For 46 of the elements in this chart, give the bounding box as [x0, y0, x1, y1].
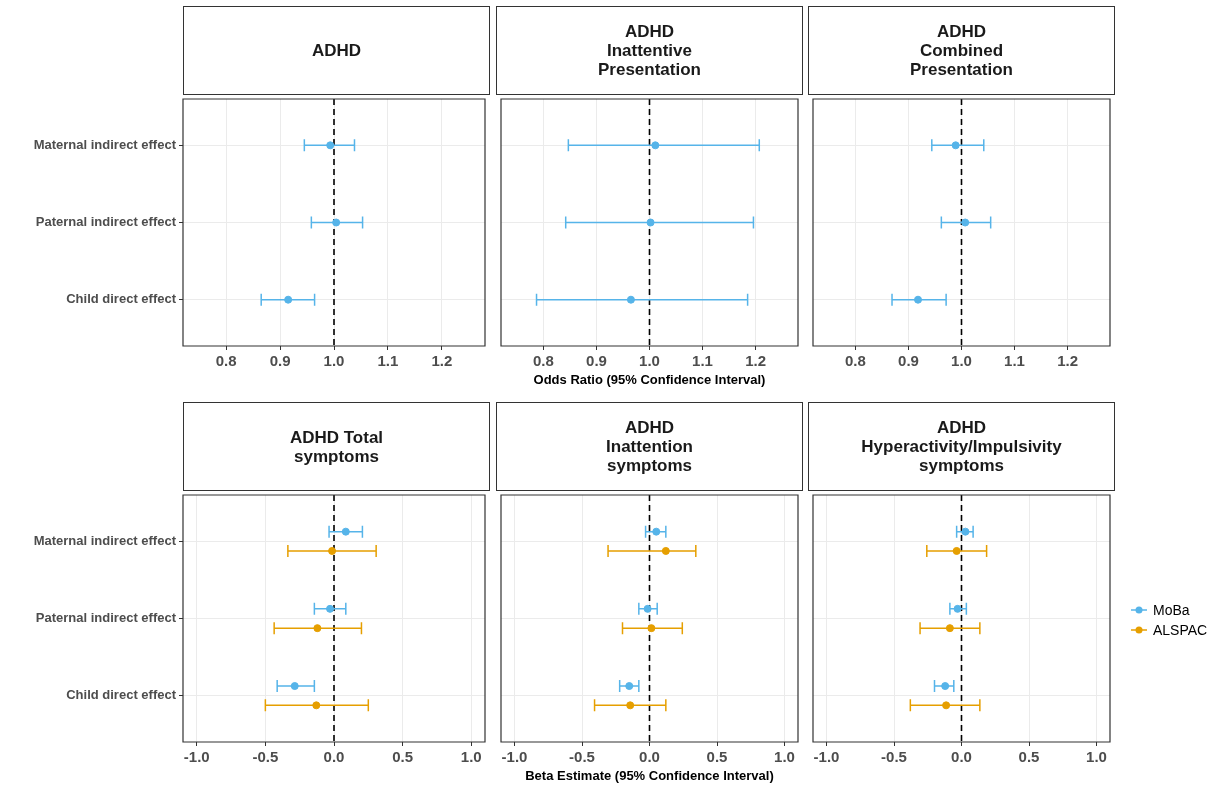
x-tick-label: 0.9 [898, 352, 919, 370]
x-axis-title: Odds Ratio (95% Confidence Interval) [533, 371, 766, 387]
x-tick-label: 1.1 [377, 352, 399, 370]
chart-title: ADHD Combined Presentation [808, 6, 1115, 95]
x-tick-label: 1.1 [692, 352, 713, 370]
x-tick-label: -0.5 [569, 748, 595, 766]
x-tick-label: 0.5 [706, 748, 728, 766]
y-tick-label: Paternal indirect effect [35, 610, 177, 626]
x-tick-label: 1.0 [460, 748, 482, 766]
y-tick-label: Maternal indirect effect [33, 136, 177, 152]
x-tick-label: 1.2 [431, 352, 453, 370]
x-tick-label: 0.8 [215, 352, 237, 370]
x-tick-label: 0.5 [1018, 748, 1040, 766]
x-tick-label: 0.0 [323, 748, 345, 766]
y-tick-label: Child direct effect [66, 687, 177, 703]
y-tick-label: Paternal indirect effect [35, 214, 177, 230]
x-tick-label: 0.5 [392, 748, 414, 766]
x-axis-title: Beta Estimate (95% Confidence Interval) [525, 767, 774, 783]
x-tick-label: -1.0 [501, 748, 528, 766]
x-tick-label: 1.0 [951, 352, 972, 370]
x-tick-label: 0.0 [951, 748, 972, 766]
x-tick-label: 0.9 [586, 352, 607, 370]
x-tick-label: 0.8 [533, 352, 554, 370]
x-tick-label: 1.0 [639, 352, 660, 370]
x-tick-label: 1.0 [774, 748, 795, 766]
y-tick-label: Child direct effect [66, 291, 177, 307]
x-tick-label: 0.0 [639, 748, 660, 766]
y-tick-label: Maternal indirect effect [33, 532, 177, 548]
chart-title: ADHD Total symptoms [183, 402, 490, 491]
chart-title: ADHD Inattention symptoms [496, 402, 803, 491]
x-tick-label: 1.1 [1004, 352, 1025, 370]
legend-label: MoBa [1153, 602, 1190, 618]
chart-title: ADHD Hyperactivity/Impulsivity symptoms [808, 402, 1115, 491]
x-tick-label: 0.9 [269, 352, 291, 370]
x-tick-label: 0.8 [845, 352, 866, 370]
x-tick-label: -0.5 [252, 748, 279, 766]
x-tick-label: -0.5 [881, 748, 907, 766]
x-tick-label: 1.0 [1086, 748, 1107, 766]
legend-label: ALSPAC [1153, 622, 1208, 638]
chart-title: ADHD Inattentive Presentation [496, 6, 803, 95]
x-tick-label: 1.2 [745, 352, 766, 370]
x-tick-label: -1.0 [813, 748, 840, 766]
x-tick-label: 1.0 [323, 352, 345, 370]
chart-title: ADHD [183, 6, 490, 95]
x-tick-label: 1.2 [1057, 352, 1078, 370]
x-tick-label: -1.0 [183, 748, 210, 766]
